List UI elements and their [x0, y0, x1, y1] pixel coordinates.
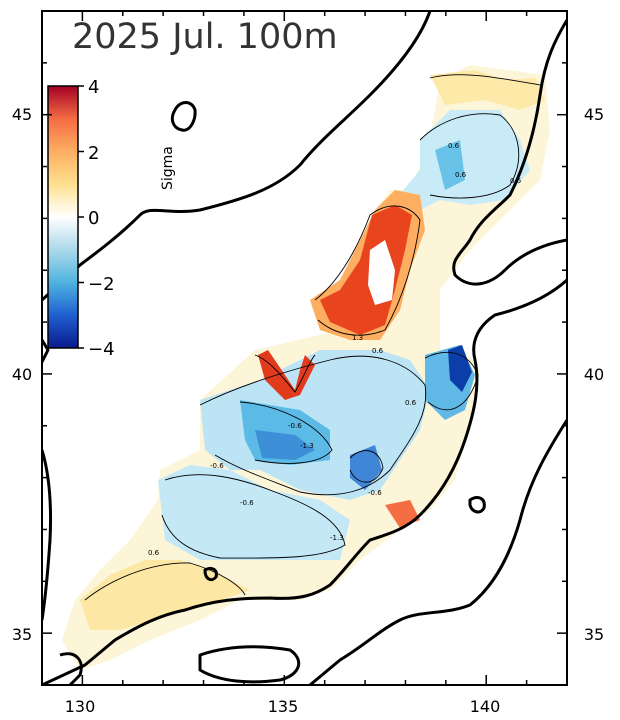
colorbar-gradient [47, 85, 79, 349]
contour-line [239, 401, 333, 464]
y-tick-label-left: 35 [12, 625, 32, 644]
contour-label: 0.6 [372, 347, 384, 355]
field-cool-small [350, 445, 382, 490]
x-tick-label: 135 [268, 697, 299, 716]
contour-label: -1.3 [300, 442, 314, 450]
colorbar-tick-label: 0 [88, 208, 99, 229]
coastline-shikoku [198, 645, 301, 684]
y-axis-labels-left: 35 40 45 [12, 105, 32, 644]
x-tick-label: 140 [470, 697, 501, 716]
coastline-sado [468, 496, 486, 514]
anomaly-field [62, 65, 550, 670]
contour-line [84, 562, 246, 601]
y-tick-label-right: 45 [584, 105, 604, 124]
x-axis-labels: 130 135 140 [65, 697, 501, 716]
contour-label: 1.3 [352, 334, 363, 342]
contour-line [419, 113, 520, 199]
field-cool-deep [448, 345, 472, 392]
contour-line [314, 205, 421, 336]
y-tick-label-left: 45 [12, 105, 32, 124]
field-warm-ne [430, 70, 545, 110]
coastline-kyushu [59, 652, 83, 685]
contour-label: -0.6 [210, 462, 224, 470]
contour-label: -0.6 [368, 489, 382, 497]
colorbar: 4 2 0 −2 −4 Sigma [47, 77, 176, 360]
axis-ticks [41, 10, 568, 686]
contour-label: -1.3 [330, 534, 344, 542]
contour-line [429, 74, 541, 86]
field-cool-strong [255, 430, 315, 460]
contour-label: 0.6 [455, 171, 467, 179]
map-title: 2025 Jul. 100m [72, 17, 338, 57]
contour-label: 0.6 [448, 142, 460, 150]
y-tick-label-left: 40 [12, 365, 32, 384]
contour-line [161, 474, 346, 559]
y-tick-label-right: 35 [584, 625, 604, 644]
contour-line [199, 355, 427, 496]
contour-lines [84, 74, 541, 601]
colorbar-tick-label: −4 [88, 339, 115, 360]
contour-label: 0.6 [405, 399, 417, 407]
y-axis-labels-right: 35 40 45 [584, 105, 604, 644]
contour-label-group: 0.6 0.6 0.6 -0.6 -1.3 1.3 0.6 -0.6 -1.3 … [148, 142, 522, 557]
y-tick-label-right: 40 [584, 365, 604, 384]
contour-label: -0.6 [288, 422, 302, 430]
coastlines [42, 11, 567, 685]
field-warm-strong-b [258, 350, 315, 400]
coastline-honshu [42, 278, 567, 685]
coastline-oki [203, 566, 218, 582]
colorbar-title: Sigma [160, 146, 176, 190]
contour-line [349, 450, 384, 483]
coastline-hokkaido [452, 19, 567, 286]
coastline-mainland [42, 11, 432, 302]
colorbar-tick-label: 4 [88, 77, 99, 98]
coastline-korea-east [42, 449, 53, 621]
map-frame [41, 10, 568, 686]
x-tick-label: 130 [65, 697, 96, 716]
field-warm-hole [368, 240, 395, 305]
coastline-island-north [170, 101, 197, 132]
colorbar-tick-label: −2 [88, 274, 115, 295]
field-warm-strong-a [320, 205, 412, 335]
coastline-korea [42, 339, 50, 363]
contour-label: -0.6 [240, 499, 254, 507]
colorbar-tick-label: 2 [88, 143, 99, 164]
field-cool-patch-a [435, 140, 465, 190]
field-cool-west [158, 465, 350, 560]
contour-label: 0.6 [148, 549, 160, 557]
coastline-honshu-east [309, 419, 567, 685]
colorbar-ticks [78, 85, 84, 349]
contour-line [254, 354, 316, 393]
